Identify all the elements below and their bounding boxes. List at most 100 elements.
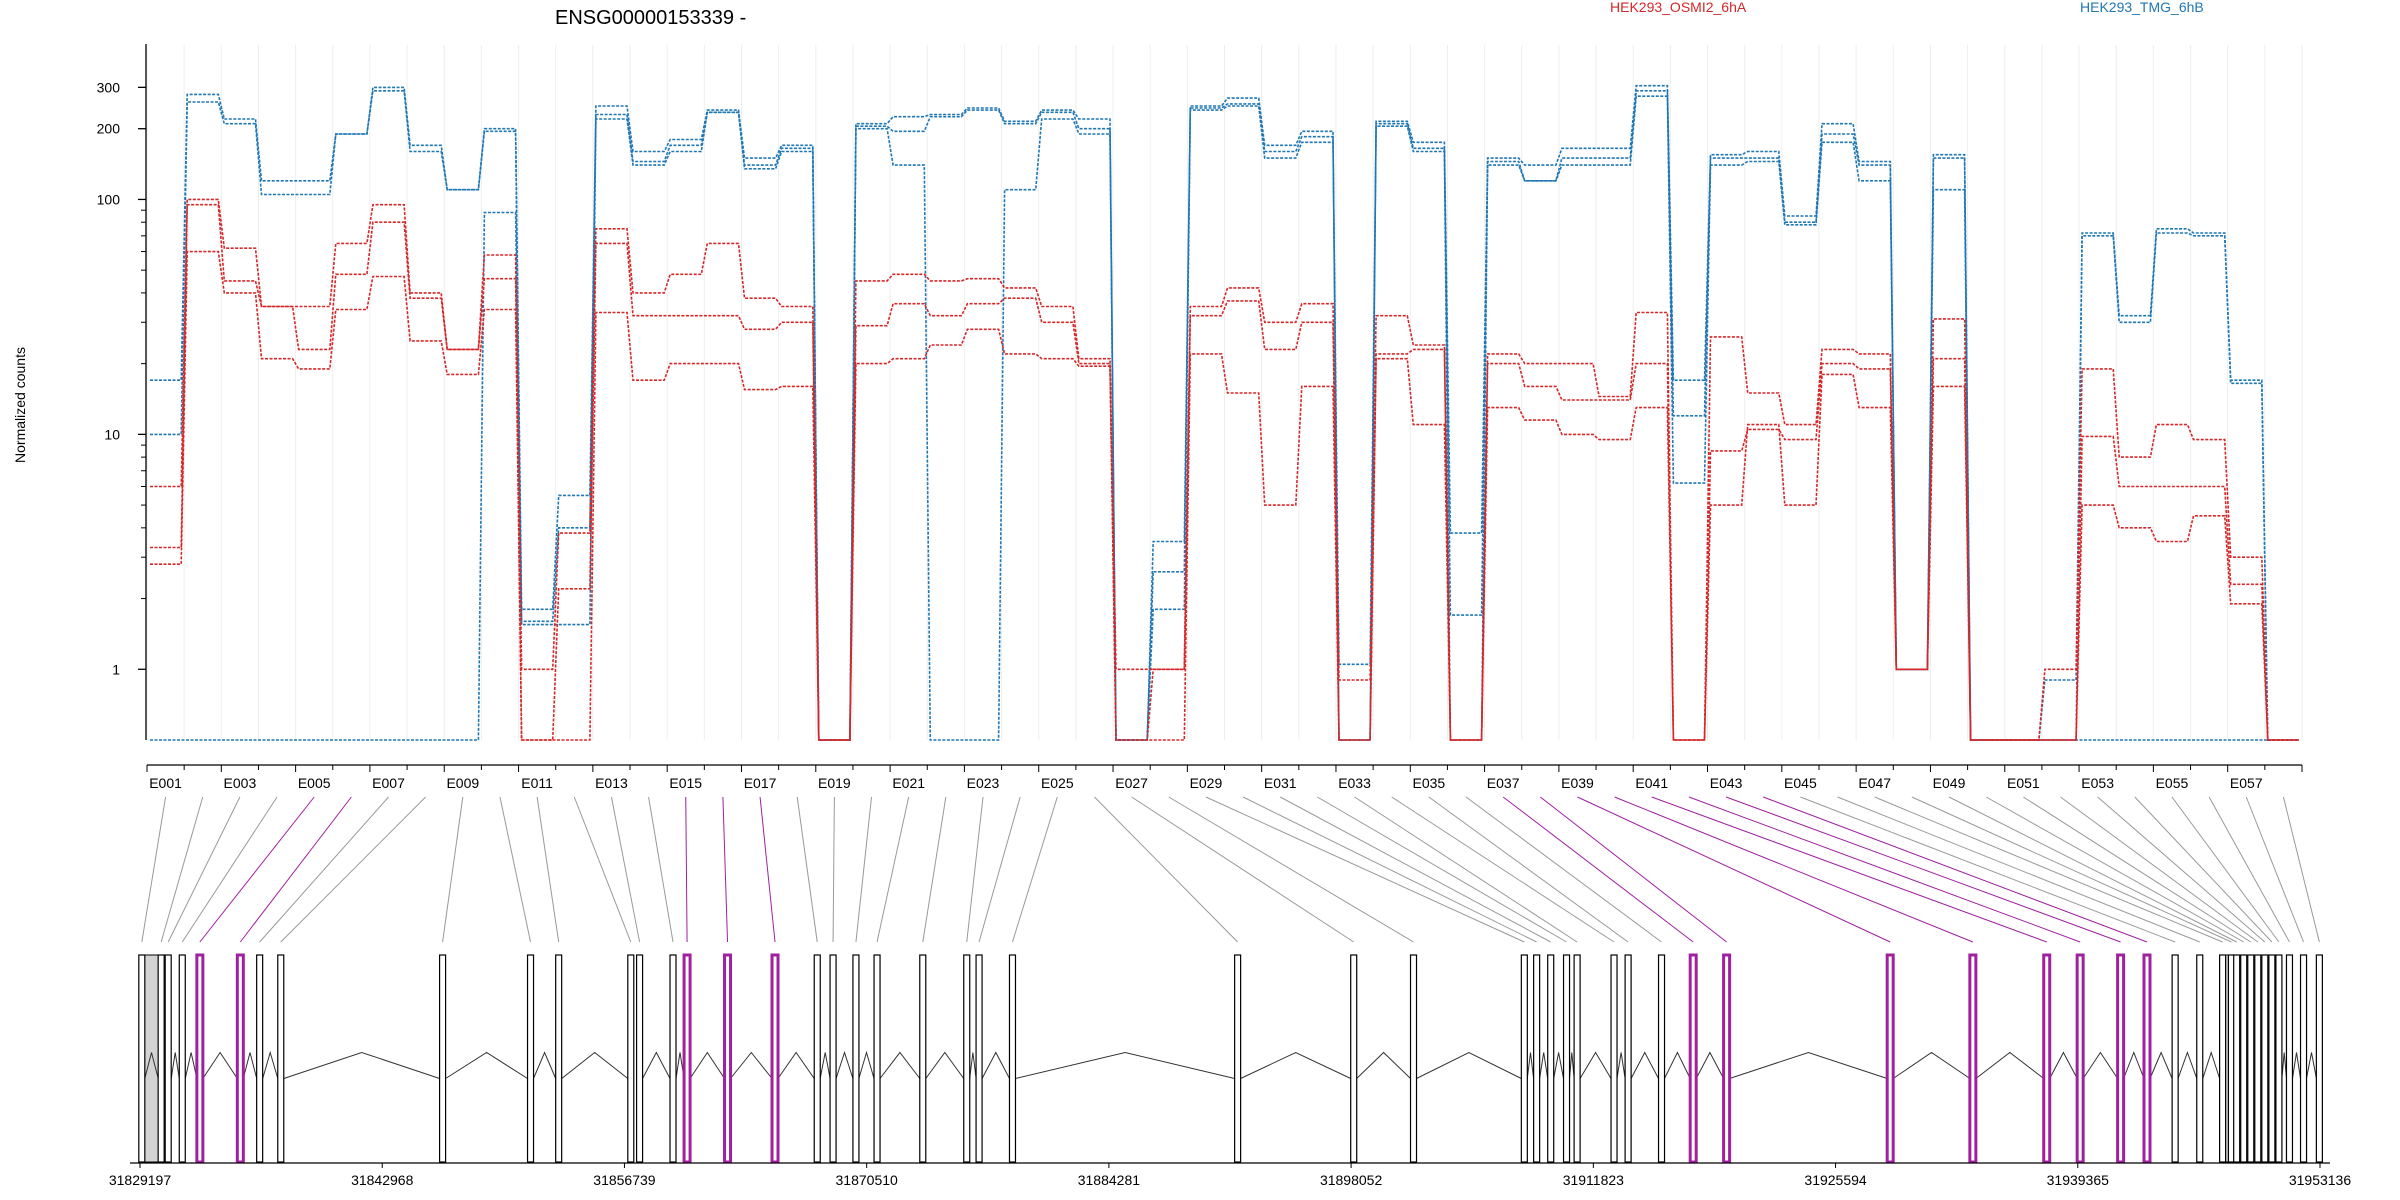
exon-box [1533, 954, 1541, 1163]
exon-connector [1242, 796, 1537, 943]
exon-connector [832, 796, 835, 943]
series-line-5 [150, 203, 2299, 741]
exon-box [1722, 953, 1732, 1164]
x-tick-label: E017 [744, 775, 777, 791]
exon-connector [1168, 796, 1414, 943]
exon-connector [1911, 796, 2232, 943]
exon-box [2171, 954, 2179, 1163]
exon-box [919, 954, 927, 1163]
legend-label-osmi2: HEK293_OSMI2_6hA [1610, 0, 1747, 15]
exon-connector [2245, 796, 2305, 943]
exon-connector [1012, 796, 1058, 943]
exon-connector [141, 796, 167, 943]
x-tick-label: E043 [1710, 775, 1743, 791]
exon-connector [259, 796, 389, 943]
exon-connector [1131, 796, 1354, 943]
exon-box [555, 954, 563, 1163]
exon-box [1008, 954, 1017, 1163]
x-tick-label: E045 [1784, 775, 1817, 791]
exon-box [2219, 954, 2227, 1163]
exon-connector [1651, 796, 2047, 943]
exon-connector [610, 796, 641, 943]
x-tick-label: E051 [2007, 775, 2040, 791]
exon-box [1573, 954, 1581, 1163]
exon-connector [1837, 796, 2200, 943]
x-tick-label: E027 [1115, 775, 1148, 791]
coord-tick-label: 31829197 [109, 1172, 172, 1188]
x-tick-label: E049 [1933, 775, 1966, 791]
exon-connector [1391, 796, 1615, 943]
exon-connector [280, 796, 427, 943]
exon-box [852, 954, 860, 1163]
exon-connector [1279, 796, 1551, 943]
exon-connector [1465, 796, 1662, 943]
x-tick-label: E057 [2230, 775, 2263, 791]
exon-connector [1577, 796, 1891, 943]
exon-box [438, 954, 447, 1163]
exon-box [2275, 954, 2283, 1163]
exon-box [1520, 954, 1528, 1163]
exon-box [2233, 954, 2241, 1163]
coord-tick-label: 31925594 [1804, 1172, 1867, 1188]
y-tick-label: 10 [104, 426, 120, 442]
exon-box [256, 954, 264, 1163]
x-tick-label: E033 [1338, 775, 1371, 791]
exon-box [1624, 954, 1632, 1163]
exon-connector [1763, 796, 2148, 943]
exon-connector [442, 796, 464, 943]
series-line-6 [150, 250, 2299, 741]
exon-box [975, 954, 983, 1163]
exon-connector [1205, 796, 1525, 943]
exon-connector [1725, 796, 2121, 943]
y-axis-label: Normalized counts [12, 347, 28, 463]
x-tick-label: E039 [1561, 775, 1594, 791]
x-tick-label: E037 [1487, 775, 1520, 791]
coord-tick-label: 31898052 [1320, 1172, 1383, 1188]
exon-connector [759, 796, 776, 943]
exon-connector [1948, 796, 2237, 943]
exon-box [1885, 953, 1895, 1164]
intron-lines [144, 1050, 2317, 1079]
exon-box [2042, 953, 2052, 1164]
exon-box [2247, 954, 2255, 1163]
exon-connector [1985, 796, 2244, 943]
exon-box [1688, 953, 1698, 1164]
x-tick-label: E047 [1858, 775, 1891, 791]
exon-box [2261, 954, 2269, 1163]
x-tick-label: E013 [595, 775, 628, 791]
coord-tick-label: 31884281 [1078, 1172, 1141, 1188]
exon-connector [796, 796, 818, 943]
exon-box [627, 954, 635, 1163]
exon-connector [167, 796, 241, 943]
exon-connector [2134, 796, 2273, 943]
exon-connector [1874, 796, 2223, 943]
exon-box [1968, 953, 1978, 1164]
gene-model [138, 953, 2323, 1164]
series-lines [150, 84, 2299, 741]
exon-box [723, 953, 733, 1164]
exon-connector [978, 796, 1021, 943]
x-tick-label: E025 [1041, 775, 1074, 791]
exon-box [526, 954, 535, 1163]
exon-connector [1688, 796, 2081, 943]
y-tick-label: 100 [97, 191, 121, 207]
exon-box [873, 954, 881, 1163]
exon-box [2116, 953, 2126, 1164]
x-tick-label: E003 [224, 775, 257, 791]
exon-connector [160, 796, 204, 943]
exon-connector [1502, 796, 1694, 943]
exon-box [195, 953, 205, 1164]
coord-tick-label: 31870510 [836, 1172, 899, 1188]
exon-box [235, 953, 245, 1164]
x-tick-label: E015 [669, 775, 702, 791]
exon-connector [499, 796, 532, 943]
exon-connector [2097, 796, 2266, 943]
exon-box [2254, 954, 2262, 1163]
exon-connector [922, 796, 947, 943]
exon-connector [2023, 796, 2252, 943]
exon-connector [2171, 796, 2280, 943]
exon-box [963, 954, 971, 1163]
exon-box [1234, 954, 1242, 1163]
exon-connector [855, 796, 873, 943]
